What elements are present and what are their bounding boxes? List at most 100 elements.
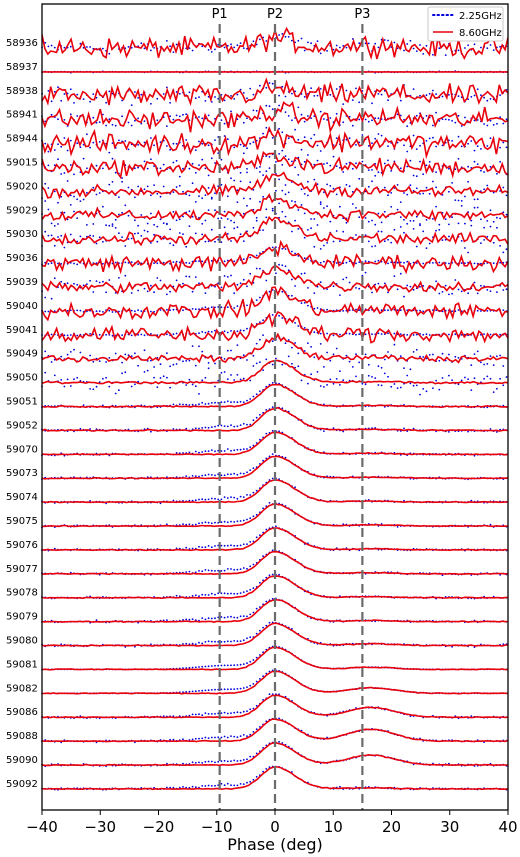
point-2.25GHz xyxy=(95,96,98,99)
point-2.25GHz xyxy=(300,148,303,151)
point-2.25GHz xyxy=(335,112,338,115)
point-2.25GHz xyxy=(323,366,325,368)
point-2.25GHz xyxy=(303,212,306,215)
point-2.25GHz xyxy=(223,275,226,277)
point-2.25GHz xyxy=(242,278,245,281)
point-2.25GHz xyxy=(403,295,405,298)
point-2.25GHz xyxy=(271,573,274,576)
point-2.25GHz xyxy=(271,430,274,432)
point-2.25GHz xyxy=(473,454,476,457)
point-2.25GHz xyxy=(76,263,79,266)
point-2.25GHz xyxy=(233,146,236,149)
point-2.25GHz xyxy=(111,157,114,160)
point-2.25GHz xyxy=(425,390,428,393)
point-2.25GHz xyxy=(460,145,463,148)
point-2.25GHz xyxy=(464,47,466,49)
point-2.25GHz xyxy=(223,474,226,477)
point-2.25GHz xyxy=(448,293,450,296)
point-2.25GHz xyxy=(476,198,479,201)
point-2.25GHz xyxy=(69,88,72,91)
point-2.25GHz xyxy=(140,310,143,312)
point-2.25GHz xyxy=(242,92,245,94)
point-2.25GHz xyxy=(118,277,120,279)
point-2.25GHz xyxy=(249,517,252,520)
point-2.25GHz xyxy=(220,306,223,309)
point-2.25GHz xyxy=(393,275,396,277)
point-2.25GHz xyxy=(294,219,296,222)
point-2.25GHz xyxy=(399,114,402,117)
point-2.25GHz xyxy=(329,359,332,362)
point-2.25GHz xyxy=(489,119,492,122)
point-2.25GHz xyxy=(214,521,216,524)
point-2.25GHz xyxy=(198,522,200,525)
point-2.25GHz xyxy=(162,163,165,166)
point-2.25GHz xyxy=(383,162,386,165)
point-2.25GHz xyxy=(262,195,264,198)
point-2.25GHz xyxy=(303,49,306,52)
point-2.25GHz xyxy=(297,174,300,176)
point-2.25GHz xyxy=(406,150,409,153)
point-2.25GHz xyxy=(358,101,361,104)
point-2.25GHz xyxy=(239,171,242,174)
point-2.25GHz xyxy=(201,785,204,787)
point-2.25GHz xyxy=(246,448,248,450)
point-2.25GHz xyxy=(364,383,367,386)
point-2.25GHz xyxy=(226,497,229,499)
point-2.25GHz xyxy=(259,629,261,632)
point-2.25GHz xyxy=(53,46,56,49)
point-2.25GHz xyxy=(166,786,168,789)
point-2.25GHz xyxy=(130,292,133,294)
point-2.25GHz xyxy=(255,442,258,444)
point-2.25GHz xyxy=(210,331,213,333)
point-2.25GHz xyxy=(355,308,357,311)
point-2.25GHz xyxy=(47,150,50,153)
point-2.25GHz xyxy=(230,330,232,332)
point-2.25GHz xyxy=(53,90,56,93)
point-2.25GHz xyxy=(108,151,111,154)
point-2.25GHz xyxy=(339,205,341,208)
point-2.25GHz xyxy=(214,545,216,547)
point-2.25GHz xyxy=(162,93,165,95)
point-2.25GHz xyxy=(134,232,136,235)
point-2.25GHz xyxy=(259,361,261,364)
point-2.25GHz xyxy=(499,116,501,119)
point-2.25GHz xyxy=(499,377,501,380)
point-2.25GHz xyxy=(201,260,204,263)
point-2.25GHz xyxy=(496,387,498,390)
point-2.25GHz xyxy=(499,261,501,264)
point-2.25GHz xyxy=(287,158,290,161)
point-2.25GHz xyxy=(480,310,482,312)
point-2.25GHz xyxy=(278,34,280,36)
point-2.25GHz xyxy=(470,389,473,391)
point-2.25GHz xyxy=(387,332,389,335)
point-2.25GHz xyxy=(249,780,252,783)
point-2.25GHz xyxy=(441,95,444,98)
point-2.25GHz xyxy=(329,378,332,381)
point-2.25GHz xyxy=(226,378,229,380)
x-tick-label: 10 xyxy=(324,818,343,836)
point-2.25GHz xyxy=(204,474,207,477)
point-2.25GHz xyxy=(249,197,252,200)
point-2.25GHz xyxy=(339,46,341,49)
point-2.25GHz xyxy=(383,39,386,41)
point-2.25GHz xyxy=(73,102,75,104)
point-2.25GHz xyxy=(214,306,216,309)
point-2.25GHz xyxy=(438,359,441,362)
point-2.25GHz xyxy=(489,355,492,357)
point-2.25GHz xyxy=(310,227,312,230)
point-2.25GHz xyxy=(223,210,226,213)
point-2.25GHz xyxy=(92,235,95,237)
point-2.25GHz xyxy=(220,544,223,547)
point-2.25GHz xyxy=(313,95,316,97)
point-2.25GHz xyxy=(207,144,210,147)
point-2.25GHz xyxy=(201,45,204,48)
point-2.25GHz xyxy=(111,223,114,226)
point-2.25GHz xyxy=(214,48,216,51)
point-2.25GHz xyxy=(194,690,197,693)
point-2.25GHz xyxy=(150,137,152,139)
point-2.25GHz xyxy=(412,47,415,50)
point-2.25GHz xyxy=(399,167,402,170)
point-2.25GHz xyxy=(127,214,130,217)
point-2.25GHz xyxy=(95,619,98,622)
point-2.25GHz xyxy=(102,262,104,265)
